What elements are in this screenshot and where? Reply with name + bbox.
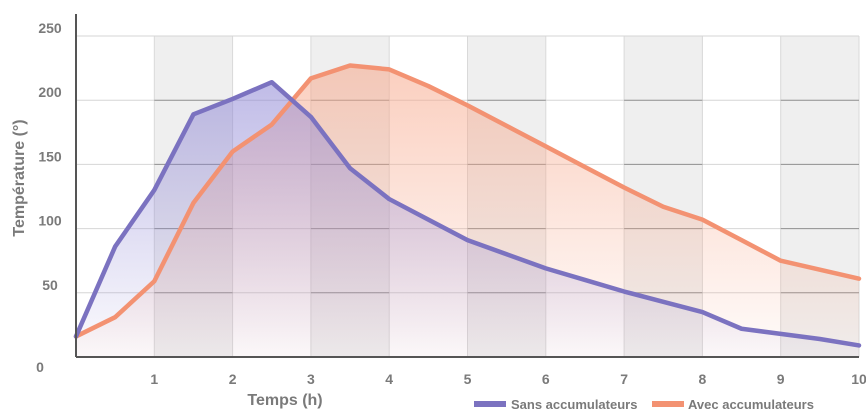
x-tick-label: 2	[229, 371, 237, 387]
y-tick-label: 0	[36, 359, 44, 375]
x-tick-label: 5	[464, 371, 472, 387]
y-tick-label: 250	[38, 20, 62, 36]
y-tick-label: 100	[38, 213, 62, 229]
x-tick-label: 6	[542, 371, 550, 387]
y-tick-label: 150	[38, 148, 62, 164]
x-tick-label: 4	[385, 371, 393, 387]
legend-swatch	[474, 401, 506, 407]
x-tick-labels: 1 2 3 4 5 6 7 8 9 10	[150, 371, 866, 387]
legend: Sans accumulateurs Avec accumulateurs	[474, 397, 814, 412]
x-tick-label: 7	[620, 371, 628, 387]
x-tick-label: 9	[777, 371, 785, 387]
x-tick-label: 1	[150, 371, 158, 387]
y-tick-labels: 0 50 100 150 200 250	[36, 20, 62, 375]
y-tick-label: 50	[42, 277, 58, 293]
legend-label: Avec accumulateurs	[688, 397, 814, 412]
x-axis-title: Temps (h)	[247, 392, 322, 409]
y-tick-label: 200	[38, 84, 62, 100]
x-tick-label: 8	[699, 371, 707, 387]
legend-swatch	[652, 401, 684, 407]
x-tick-label: 10	[851, 371, 866, 387]
x-tick-label: 3	[307, 371, 315, 387]
legend-label: Sans accumulateurs	[511, 397, 637, 412]
y-axis-title: Température (°)	[11, 119, 28, 236]
